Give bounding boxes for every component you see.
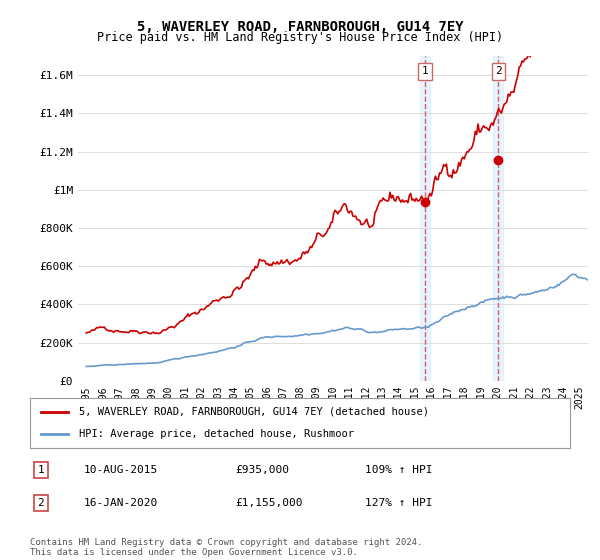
Text: 2: 2 [37, 498, 44, 508]
Text: HPI: Average price, detached house, Rushmoor: HPI: Average price, detached house, Rush… [79, 429, 353, 439]
Text: 16-JAN-2020: 16-JAN-2020 [84, 498, 158, 508]
Text: 5, WAVERLEY ROAD, FARNBOROUGH, GU14 7EY: 5, WAVERLEY ROAD, FARNBOROUGH, GU14 7EY [137, 20, 463, 34]
Text: Contains HM Land Registry data © Crown copyright and database right 2024.
This d: Contains HM Land Registry data © Crown c… [30, 538, 422, 557]
Bar [493, 56, 503, 381]
Text: 1: 1 [422, 66, 428, 76]
Text: 1: 1 [37, 465, 44, 475]
Text: £1,155,000: £1,155,000 [235, 498, 303, 508]
Text: £935,000: £935,000 [235, 465, 289, 475]
Text: 127% ↑ HPI: 127% ↑ HPI [365, 498, 432, 508]
Text: 10-AUG-2015: 10-AUG-2015 [84, 465, 158, 475]
Text: 2: 2 [495, 66, 502, 76]
Text: 5, WAVERLEY ROAD, FARNBOROUGH, GU14 7EY (detached house): 5, WAVERLEY ROAD, FARNBOROUGH, GU14 7EY … [79, 407, 428, 417]
Text: 109% ↑ HPI: 109% ↑ HPI [365, 465, 432, 475]
Bar [420, 56, 430, 381]
Text: Price paid vs. HM Land Registry's House Price Index (HPI): Price paid vs. HM Land Registry's House … [97, 31, 503, 44]
